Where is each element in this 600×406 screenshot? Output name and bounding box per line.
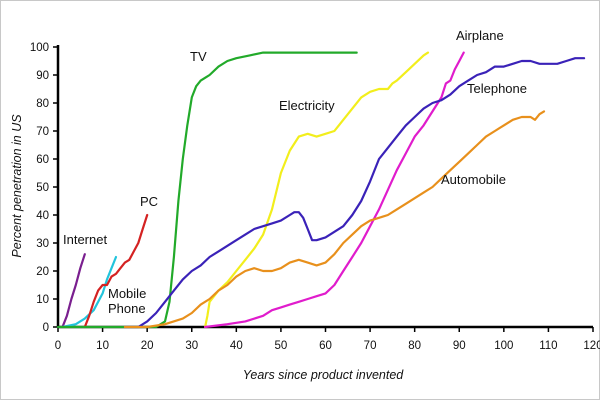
series-label-internet: Internet: [63, 232, 107, 247]
series-line-mobile-phone: [61, 255, 118, 329]
series-line-internet: [61, 253, 86, 329]
x-tick-label: 120: [583, 340, 600, 352]
y-tick-label: 20: [36, 266, 49, 278]
x-tick-label: 20: [141, 340, 154, 352]
y-tick-label: 90: [36, 70, 49, 82]
series-label-pc: PC: [140, 194, 158, 209]
y-tick-label: 30: [36, 238, 49, 250]
series-line-tv: [56, 51, 358, 329]
x-tick-label: 30: [185, 340, 198, 352]
series-label-mobile-phone: Mobile Phone: [108, 286, 146, 316]
series-line-telephone: [123, 57, 586, 329]
y-tick-label: 80: [36, 98, 49, 110]
series-line-pc: [83, 213, 149, 329]
x-tick-label: 0: [55, 340, 61, 352]
series-label-automobile: Automobile: [441, 172, 506, 187]
series-line-electricity: [204, 51, 430, 329]
y-tick-label: 60: [36, 154, 49, 166]
series-labels: Internet Mobile Phone PC TV Electricity Airpla…: [63, 28, 527, 316]
x-tick-label: 50: [275, 340, 288, 352]
series-lines: [56, 51, 586, 329]
x-tick-label: 100: [494, 340, 513, 352]
x-tick-label: 10: [96, 340, 109, 352]
y-tick-label: 40: [36, 210, 49, 222]
y-tick-label: 100: [30, 42, 49, 54]
y-axis-title: Percent penetration in US: [10, 114, 24, 258]
y-tick-label: 10: [36, 294, 49, 306]
x-axis-title: Years since product invented: [243, 368, 405, 382]
series-line-airplane: [204, 51, 465, 329]
y-tick-label: 0: [43, 322, 49, 334]
x-tick-label: 80: [408, 340, 421, 352]
series-label-telephone: Telephone: [467, 81, 527, 96]
series-line-automobile: [123, 110, 546, 329]
y-tick-label: 70: [36, 126, 49, 138]
ticks: 0 10 20 30 40 50 60 70 80 90 100 110 120 0 10 20 30 40 50 6…: [30, 42, 600, 352]
x-tick-label: 90: [453, 340, 466, 352]
x-tick-label: 110: [539, 340, 557, 352]
x-tick-label: 60: [319, 340, 332, 352]
series-label-tv: TV: [190, 49, 207, 64]
y-tick-label: 50: [36, 182, 49, 194]
series-label-electricity: Electricity: [279, 98, 335, 113]
x-tick-label: 70: [364, 340, 377, 352]
x-tick-label: 40: [230, 340, 243, 352]
series-label-airplane: Airplane: [456, 28, 504, 43]
